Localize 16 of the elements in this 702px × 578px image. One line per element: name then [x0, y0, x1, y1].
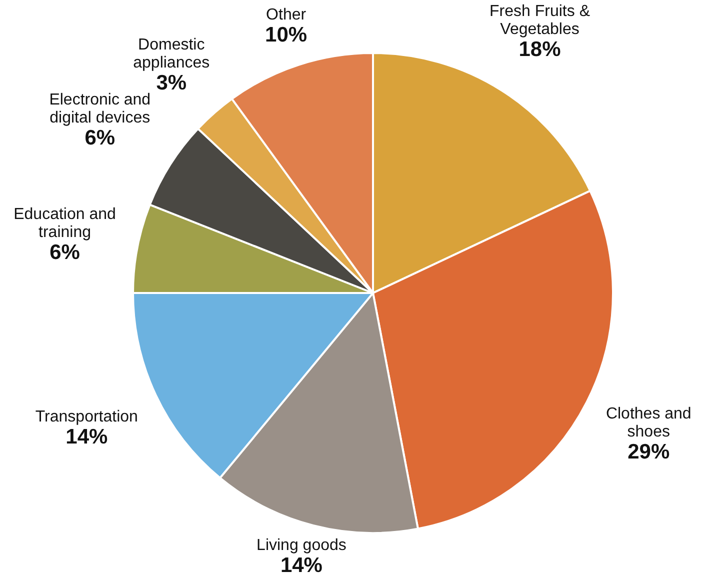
slice-label: Clothes and shoes	[606, 405, 692, 440]
slice-label: Transportation	[35, 408, 138, 426]
data-label: 14%	[280, 554, 323, 577]
data-label: 3%	[156, 71, 187, 94]
data-label: 10%	[265, 23, 308, 46]
slice-label: Domestic appliances	[133, 36, 210, 72]
slice-label: Living goods	[256, 537, 346, 554]
data-label: 14%	[66, 426, 108, 449]
data-label: 29%	[628, 440, 670, 464]
slice-label: Other	[266, 6, 307, 24]
slice-label: Fresh Fruits & Vegetables	[490, 3, 590, 38]
slice-label: Education and training	[14, 206, 116, 242]
data-label: 6%	[50, 241, 80, 264]
data-label: 18%	[518, 38, 562, 61]
slice-label: Electronic and digital devices	[49, 92, 151, 127]
data-label: 6%	[84, 126, 116, 150]
